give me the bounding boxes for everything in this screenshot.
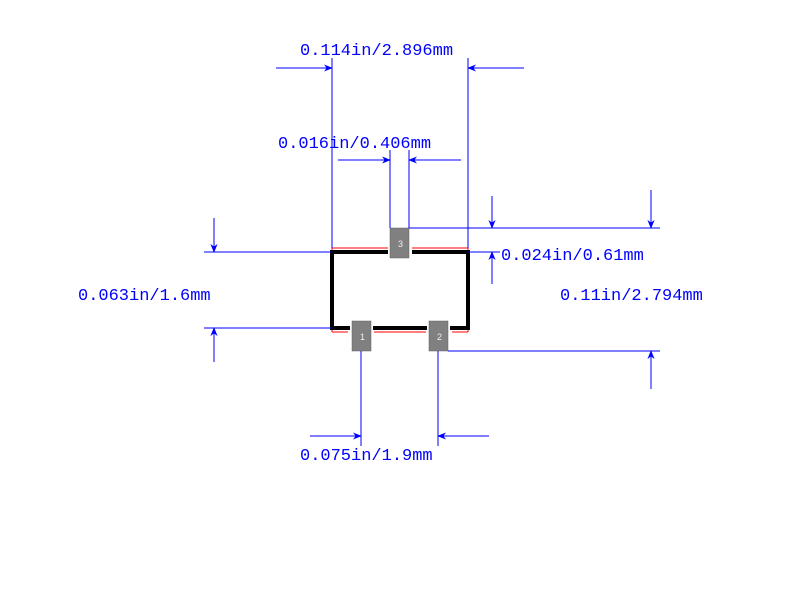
pad-2-label: 2	[437, 332, 442, 342]
pads: 1 2 3	[352, 228, 448, 351]
dim-overall-width: 0.114in/2.896mm	[300, 42, 453, 61]
dim-body-height: 0.063in/1.6mm	[78, 287, 211, 306]
outline-red	[332, 248, 468, 332]
dim-pad-spacing: 0.075in/1.9mm	[300, 447, 433, 466]
pad-3-label: 3	[398, 239, 403, 249]
component-body	[330, 248, 470, 332]
dim-overall-height: 0.11in/2.794mm	[560, 287, 703, 306]
dim-pad3-width: 0.016in/0.406mm	[278, 135, 431, 154]
footprint-drawing: 1 2 3	[0, 0, 800, 591]
dim-pad-overhang: 0.024in/0.61mm	[501, 247, 644, 266]
pad-1-label: 1	[360, 332, 365, 342]
